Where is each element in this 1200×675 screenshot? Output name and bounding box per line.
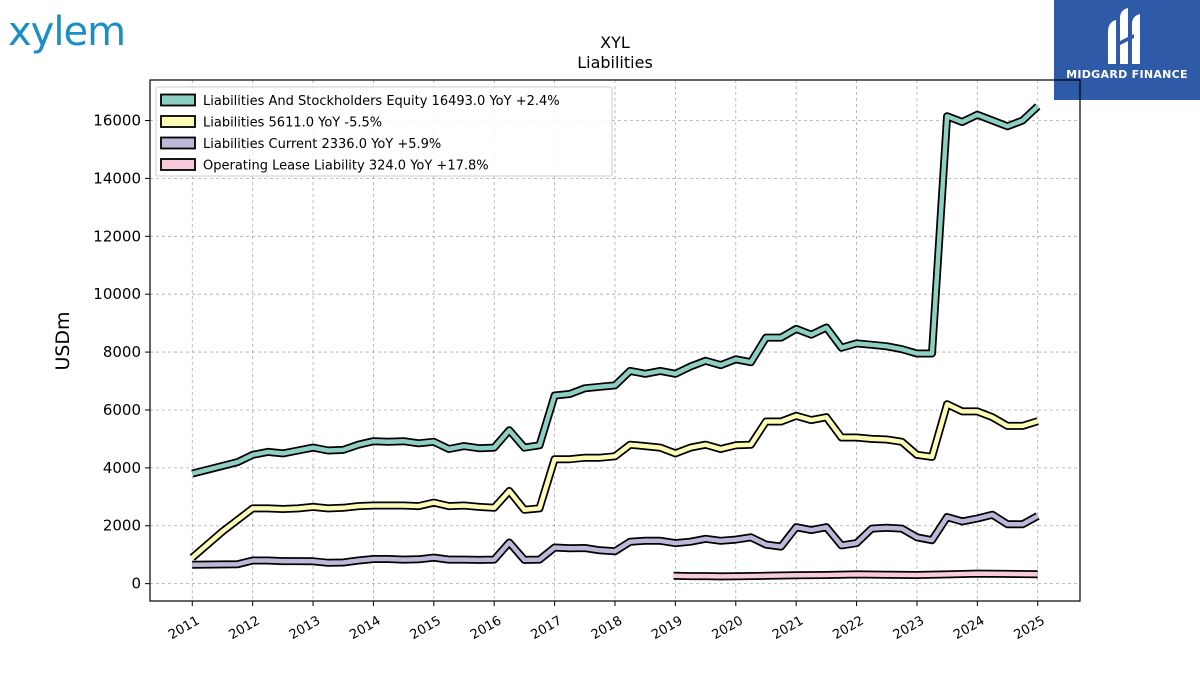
series-lines	[189, 103, 1041, 581]
y-tick-label: 14000	[93, 169, 141, 187]
legend-label: Operating Lease Liability 324.0 YoY +17.…	[203, 159, 489, 174]
y-tick-label: 8000	[103, 343, 141, 361]
x-tick-label: 2018	[589, 613, 625, 643]
series-outline	[192, 510, 1040, 569]
y-tick-label: 0	[131, 575, 141, 593]
y-tick-label: 2000	[103, 517, 141, 535]
x-tick-label: 2013	[287, 613, 323, 643]
x-tick-label: 2011	[166, 613, 202, 643]
company-logo: xylem	[8, 9, 126, 55]
legend-swatch	[160, 93, 196, 107]
y-tick-label: 4000	[103, 459, 141, 477]
y-axis-label: USDm	[52, 311, 74, 370]
legend-box	[155, 86, 613, 177]
legend: Liabilities And Stockholders Equity 1649…	[155, 86, 613, 177]
legend-swatch	[160, 136, 196, 150]
x-axis: 2011 2012 2013 2014 2015 2016 2017 2018 2019 2020…	[166, 601, 1048, 643]
x-tick-label: 2020	[710, 613, 746, 643]
midgard-logo-icon	[1108, 8, 1140, 64]
series-line	[191, 104, 1040, 476]
y-tick-label: 12000	[93, 227, 141, 245]
x-tick-label: 2012	[227, 613, 263, 643]
legend-label: Liabilities 5611.0 YoY -5.5%	[203, 116, 382, 131]
series-line	[190, 401, 1039, 560]
x-tick-label: 2019	[649, 613, 685, 643]
badge-label: MIDGARD FINANCE	[1066, 68, 1188, 81]
chart-title: XYL	[600, 33, 630, 52]
legend-label: Liabilities And Stockholders Equity 1649…	[203, 94, 560, 109]
legend-swatch	[160, 158, 196, 171]
y-tick-label: 10000	[93, 285, 141, 303]
series-line	[673, 571, 1038, 579]
y-axis: 0 2000 4000 6000 8000 10000 12000 14000 16000	[93, 112, 150, 593]
x-tick-label: 2014	[347, 613, 383, 643]
midgard-finance-badge: MIDGARD FINANCE	[1054, 0, 1200, 100]
chart-subtitle: Liabilities	[577, 53, 653, 72]
x-tick-label: 2017	[528, 613, 564, 643]
series-line	[192, 512, 1039, 568]
x-tick-label: 2016	[468, 613, 504, 643]
x-tick-label: 2021	[770, 613, 806, 643]
legend-swatch	[160, 115, 196, 128]
x-tick-label: 2023	[891, 613, 927, 643]
x-tick-label: 2022	[830, 613, 866, 643]
x-tick-label: 2015	[408, 613, 444, 643]
y-tick-label: 16000	[93, 112, 141, 130]
x-tick-label: 2024	[951, 613, 987, 643]
y-tick-label: 6000	[103, 401, 141, 419]
x-tick-label: 2025	[1012, 613, 1048, 643]
legend-label: Liabilities Current 2336.0 YoY +5.9%	[203, 137, 441, 152]
